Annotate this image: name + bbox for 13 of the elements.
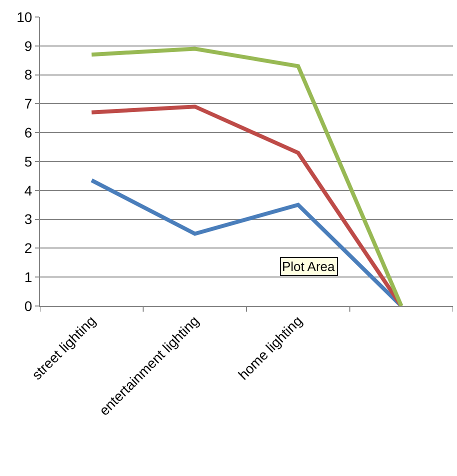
y-tick-label: 10 — [16, 8, 32, 25]
y-tick-label: 1 — [24, 269, 32, 285]
y-tick-label: 3 — [24, 211, 32, 228]
y-tick-label: 8 — [24, 66, 32, 83]
y-tick-label: 7 — [24, 96, 32, 112]
y-tick-label: 0 — [24, 298, 32, 314]
y-tick-label: 9 — [24, 38, 32, 54]
line-series — [90, 46, 404, 306]
y-tick-label: 2 — [24, 240, 32, 256]
y-tick-label: 5 — [24, 153, 32, 170]
y-tick-label: 6 — [24, 124, 32, 140]
y-tick-label: 4 — [24, 182, 32, 198]
annotation: Plot Area — [282, 259, 336, 274]
